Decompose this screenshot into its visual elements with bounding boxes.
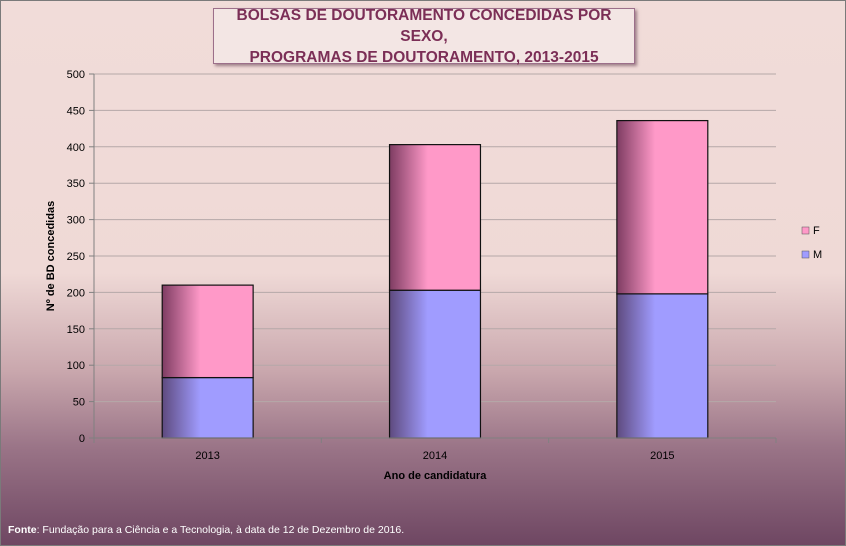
y-tick-label-50: 50 (73, 397, 85, 409)
y-tick-label-150: 150 (67, 324, 85, 336)
source-label: Fonte (8, 524, 37, 536)
y-tick-label-100: 100 (67, 360, 85, 372)
source-text: : Fundação para a Ciência e a Tecnologia… (36, 524, 405, 536)
y-tick-label-300: 300 (67, 215, 85, 227)
legend-label-F: F (813, 225, 820, 237)
x-tick-label-2013: 2013 (195, 450, 219, 462)
bars (161, 119, 709, 439)
y-tick-label-400: 400 (67, 142, 85, 154)
x-tick-label-2015: 2015 (650, 450, 674, 462)
legend: FM (801, 225, 822, 261)
chart-title: BOLSAS DE DOUTORAMENTO CONCEDIDAS POR SE… (213, 6, 635, 66)
legend-swatch-M (801, 250, 810, 259)
y-tick-label-350: 350 (67, 178, 85, 190)
chart-title-line-1: BOLSAS DE DOUTORAMENTO CONCEDIDAS POR SE… (236, 6, 612, 45)
bar-M-2013 (161, 376, 254, 439)
y-tick-label-0: 0 (79, 433, 85, 445)
y-axis-title: Nº de BD concedidas (45, 201, 57, 311)
y-tick-label-450: 450 (67, 105, 85, 117)
chart-title-line-2: PROGRAMAS DE DOUTORAMENTO, 2013-2015 (249, 48, 599, 66)
bar-F-2013 (161, 284, 254, 379)
bar-F-2014 (388, 144, 482, 291)
legend-swatch-F (801, 226, 810, 235)
bar-M-2014 (388, 289, 482, 439)
bar-F-2015 (616, 119, 709, 295)
legend-label-M: M (813, 249, 822, 261)
axes: 0 50 100 150 200 250 300 350 400 450 500 2013 2014 20… (45, 69, 777, 482)
y-tick-label-500: 500 (67, 69, 85, 81)
x-tick-label-2014: 2014 (423, 450, 447, 462)
bar-M-2015 (616, 293, 709, 439)
x-axis-title: Ano de candidatura (384, 470, 488, 482)
y-tick-label-200: 200 (67, 287, 85, 299)
y-tick-label-250: 250 (67, 251, 85, 263)
source-note: Fonte: Fundação para a Ciência e a Tecno… (8, 524, 404, 536)
